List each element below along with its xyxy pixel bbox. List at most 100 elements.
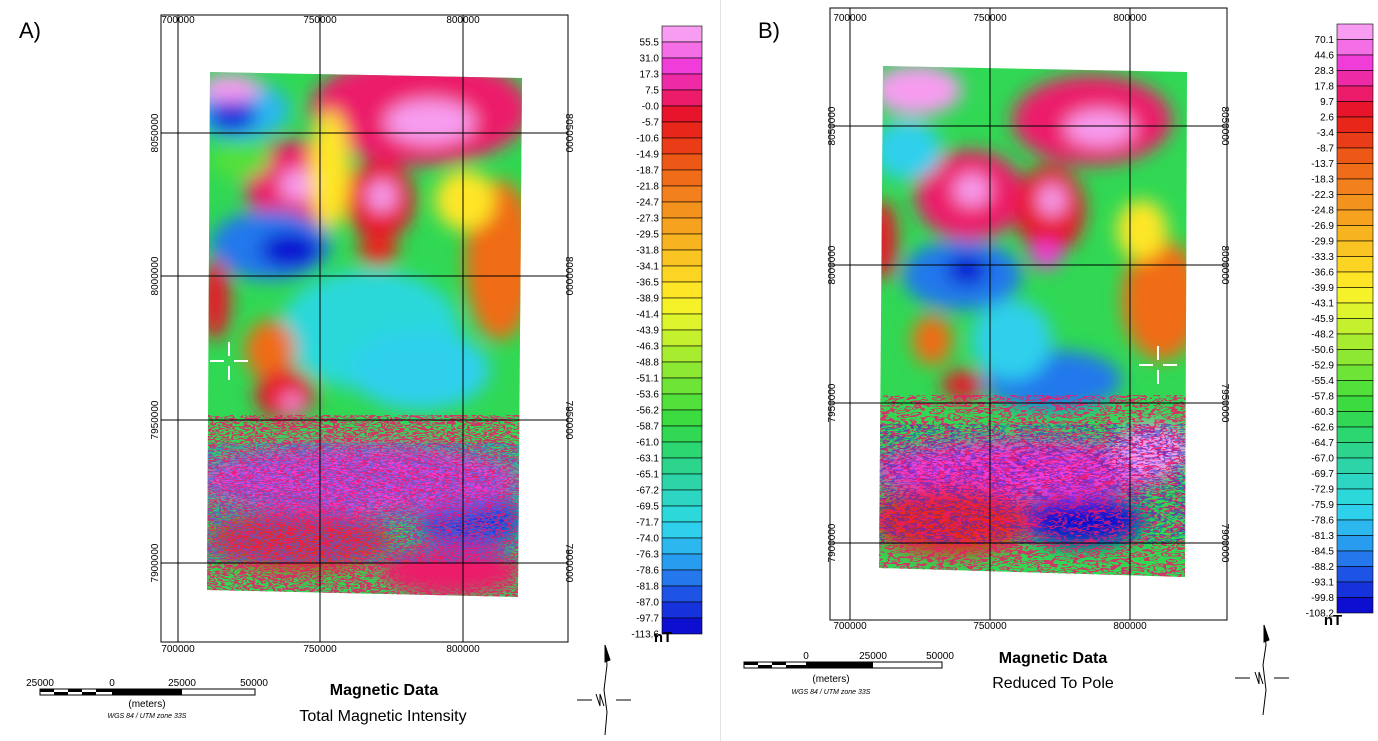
legend-swatch — [661, 89, 703, 107]
tick-label: 750000 — [303, 644, 337, 655]
legend-value: -24.8 — [1311, 206, 1334, 217]
legend-value: -41.4 — [636, 310, 659, 321]
legend-swatch — [661, 425, 703, 443]
legend-swatch — [1336, 457, 1374, 474]
legend-value: -29.9 — [1311, 237, 1334, 248]
scale-number: 50000 — [240, 678, 268, 689]
tick-label: 750000 — [303, 15, 337, 26]
scale-unit: (meters) — [128, 699, 165, 710]
tick-label: 8000000 — [563, 257, 574, 296]
legend-value: 28.3 — [1315, 66, 1335, 77]
legend-value: 2.6 — [1320, 113, 1334, 124]
legend-swatch — [661, 569, 703, 587]
legend-swatch — [661, 265, 703, 283]
legend-value: -14.9 — [636, 150, 659, 161]
legend-swatch — [661, 25, 703, 43]
legend-value: -69.5 — [636, 502, 659, 513]
tick-label: 700000 — [161, 644, 195, 655]
legend-value: -31.8 — [636, 246, 659, 257]
legend-swatch — [1336, 318, 1374, 335]
tick-label: 700000 — [161, 15, 195, 26]
legend-value: -81.8 — [636, 582, 659, 593]
legend-swatch — [661, 105, 703, 123]
x-axis-bottom: 700000 750000 800000 — [833, 621, 1147, 632]
tick-label: 800000 — [1113, 13, 1147, 24]
legend-swatch — [661, 361, 703, 379]
legend-value: -113.6 — [631, 630, 659, 641]
legend-value: -3.4 — [1317, 128, 1335, 139]
legend-value: -24.7 — [636, 198, 659, 209]
legend-value: -27.3 — [636, 214, 659, 225]
legend-swatch — [1336, 566, 1374, 583]
legend-value: 70.1 — [1315, 35, 1335, 46]
legend-swatch — [1336, 488, 1374, 505]
legend-swatch — [1336, 442, 1374, 459]
coordinate-grid — [161, 15, 568, 642]
legend-value: -50.6 — [1311, 345, 1334, 356]
legend-swatch — [1336, 597, 1374, 614]
legend-swatch — [1336, 395, 1374, 412]
legend-value: -33.3 — [1311, 252, 1334, 263]
unit-label: nT — [1324, 612, 1342, 629]
color-legend: 70.1 44.6 28.3 17.8 9.7 2.6 -3.4 -8.7 -13.7 -18.3… — [1306, 23, 1374, 620]
tick-label: 8050000 — [1219, 107, 1230, 146]
legend-swatch — [661, 345, 703, 363]
legend-value: -8.7 — [1317, 144, 1335, 155]
legend-swatch — [1336, 70, 1374, 87]
scale-number: 25000 — [168, 678, 196, 689]
legend-value: -67.2 — [636, 486, 659, 497]
map-figure: 700000 750000 800000 700000 750000 80000… — [26, 14, 703, 736]
legend-value: -63.1 — [636, 454, 659, 465]
legend-swatch — [1336, 240, 1374, 257]
legend-swatch — [1336, 581, 1374, 598]
legend-value: -76.3 — [636, 550, 659, 561]
magnetic-anomaly-grid — [879, 66, 1187, 577]
legend-swatch — [661, 249, 703, 267]
legend-swatch — [661, 73, 703, 91]
legend-value: -29.5 — [636, 230, 659, 241]
tick-label: 800000 — [446, 15, 480, 26]
legend-swatch — [1336, 271, 1374, 288]
tick-label: 7900000 — [563, 544, 574, 583]
legend-value: -39.9 — [1311, 283, 1334, 294]
panel-label: B) — [758, 18, 780, 43]
legend-value: -87.0 — [636, 598, 659, 609]
y-axis-left: 8050000 8000000 7950000 7900000 — [150, 113, 161, 582]
tick-label: 7950000 — [563, 401, 574, 440]
legend-value: -0.0 — [642, 102, 660, 113]
legend-swatch — [661, 185, 703, 203]
legend-swatch — [1336, 39, 1374, 56]
legend-value: -81.3 — [1311, 531, 1334, 542]
legend-value: 44.6 — [1315, 51, 1335, 62]
crosshair-marker — [210, 342, 248, 380]
scale-bar: 0 25000 50000 (meters) WGS 84 / UTM zone… — [743, 651, 954, 696]
magnetic-anomaly-grid — [207, 72, 522, 597]
legend-swatch — [661, 377, 703, 395]
legend-value: -56.2 — [636, 406, 659, 417]
legend-swatch — [661, 617, 703, 635]
tick-label: 750000 — [973, 13, 1007, 24]
legend-swatch — [661, 537, 703, 555]
legend-swatch — [661, 57, 703, 75]
legend-swatch — [1336, 147, 1374, 164]
tick-label: 700000 — [833, 13, 867, 24]
legend-swatch — [661, 441, 703, 459]
legend-swatch — [1336, 519, 1374, 536]
legend-swatch — [661, 137, 703, 155]
legend-value: -46.3 — [636, 342, 659, 353]
legend-swatch — [1336, 163, 1374, 180]
legend-swatch — [661, 41, 703, 59]
x-axis-top: 700000 750000 800000 — [161, 15, 480, 26]
legend-swatch — [1336, 194, 1374, 211]
tick-label: 750000 — [973, 621, 1007, 632]
legend-value: -13.7 — [1311, 159, 1334, 170]
tick-label: 8050000 — [563, 114, 574, 153]
legend-swatch — [661, 457, 703, 475]
legend-swatch — [661, 121, 703, 139]
legend-value: -78.6 — [636, 566, 659, 577]
panel-b: B) — [722, 0, 1378, 741]
legend-value: -18.7 — [636, 166, 659, 177]
legend-value: -48.8 — [636, 358, 659, 369]
color-legend: 55.5 31.0 17.3 7.5 -0.0 -5.7 -10.6 -14.9 -18.7 -2… — [631, 25, 703, 641]
legend-swatch — [661, 169, 703, 187]
